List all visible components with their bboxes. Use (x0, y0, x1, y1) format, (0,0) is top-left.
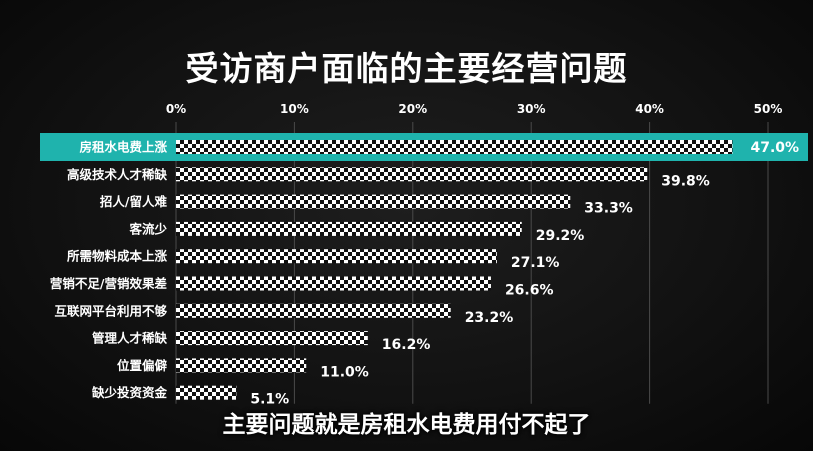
category-label: 客流少 (128, 221, 167, 236)
x-tick-label: 10% (280, 102, 309, 116)
category-label: 缺少投资资金 (92, 385, 168, 400)
bar (176, 358, 307, 373)
x-tick-label: 50% (754, 102, 783, 116)
bar-row: 位置偏僻 11.0% (117, 358, 369, 381)
chart-title: 受访商户面临的主要经营问题 (185, 49, 628, 88)
bar (176, 194, 571, 209)
bar-row: 客流少 29.2% (128, 221, 584, 244)
value-label: 23.2% (465, 310, 514, 326)
bar-row: 互联网平台利用不够 23.2% (54, 303, 513, 326)
bar-row: 所需物料成本上涨 27.1% (67, 249, 559, 272)
value-label: 39.8% (661, 173, 710, 189)
value-label: 11.0% (320, 364, 369, 380)
bar-row: 营销不足/营销效果差 26.6% (50, 276, 554, 299)
value-label: 5.1% (250, 392, 289, 408)
bars: 房租水电费上涨 47.0% 高级技术人才稀缺 39.8% 招人/留人难 33.3% 客流少 2… (40, 133, 808, 408)
category-label: 房租水电费上涨 (79, 140, 167, 155)
x-tick-label: 0% (166, 102, 186, 116)
bar (176, 249, 497, 264)
bar (176, 221, 522, 236)
value-label: 16.2% (382, 337, 431, 353)
bar-row: 招人/留人难 33.3% (100, 194, 633, 217)
bar-row: 房租水电费上涨 47.0% (40, 133, 808, 161)
bar (176, 140, 733, 154)
category-label: 位置偏僻 (117, 358, 168, 373)
value-label: 26.6% (505, 283, 554, 299)
category-label: 互联网平台利用不够 (54, 303, 167, 318)
bar (176, 276, 491, 291)
category-label: 所需物料成本上涨 (67, 249, 168, 264)
bar-row: 缺少投资资金 5.1% (92, 385, 289, 408)
video-subtitle: 主要问题就是房租水电费用付不起了 (222, 412, 591, 438)
bar (176, 167, 648, 182)
value-label: 33.3% (584, 201, 633, 217)
category-label: 营销不足/营销效果差 (50, 276, 167, 291)
value-label: 27.1% (511, 255, 560, 271)
x-axis-ticks: 0% 10% 20% 30% 40% 50% (166, 102, 783, 116)
x-tick-label: 30% (517, 102, 546, 116)
category-label: 高级技术人才稀缺 (67, 167, 168, 182)
x-tick-label: 20% (398, 102, 427, 116)
category-label: 管理人才稀缺 (92, 331, 168, 346)
value-label: 29.2% (536, 228, 585, 244)
bar-row: 管理人才稀缺 16.2% (92, 331, 430, 354)
bar (176, 303, 451, 318)
x-tick-label: 40% (635, 102, 664, 116)
bar-row: 高级技术人才稀缺 39.8% (67, 167, 710, 190)
bar (176, 385, 237, 400)
category-label: 招人/留人难 (100, 194, 168, 209)
bar (176, 331, 368, 346)
value-label: 47.0% (750, 140, 799, 156)
